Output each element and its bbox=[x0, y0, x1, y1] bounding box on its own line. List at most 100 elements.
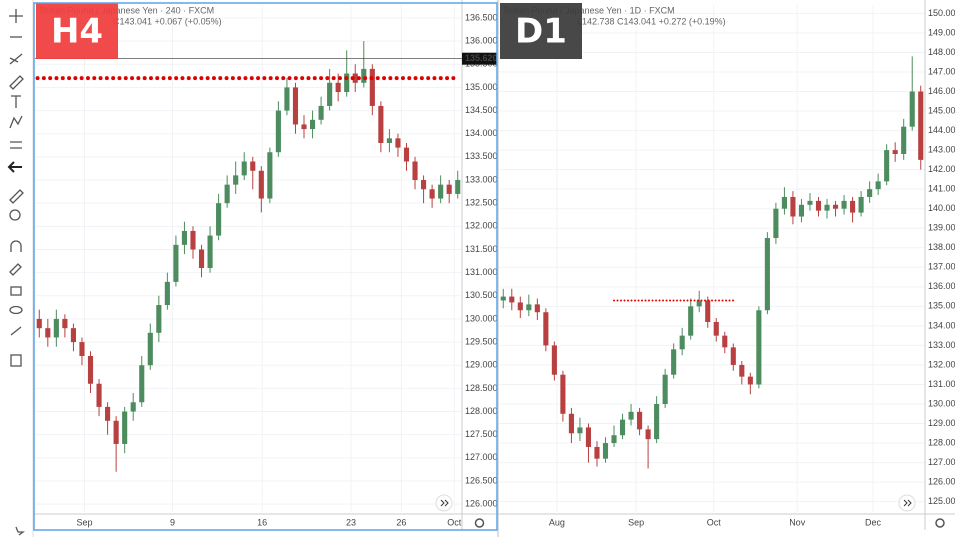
panels: 126.000 126.500 127.000 127.500 128.000 128.5… bbox=[33, 0, 955, 537]
y-tick-label: 128.00 bbox=[928, 437, 955, 447]
candle-body bbox=[585, 427, 592, 447]
visibility-tool[interactable] bbox=[9, 305, 23, 315]
y-tick-label: 136.00 bbox=[928, 281, 955, 291]
y-tick-label: 126.500 bbox=[465, 475, 498, 485]
y-tick-label: 134.500 bbox=[465, 105, 498, 115]
text-tool[interactable] bbox=[11, 95, 21, 108]
toolbar bbox=[0, 0, 34, 537]
y-tick-label: 141.00 bbox=[928, 184, 955, 194]
candle-body bbox=[395, 138, 401, 148]
zoom-tool[interactable] bbox=[9, 209, 21, 221]
y-tick-label: 140.00 bbox=[928, 203, 955, 213]
x-tick-label: Nov bbox=[789, 517, 806, 527]
candle-body bbox=[216, 203, 222, 236]
symbol-header: British Pound / Japanese Yen · 240 · FXC… bbox=[40, 5, 214, 15]
y-tick-label: 133.500 bbox=[465, 151, 498, 161]
candle-body bbox=[628, 411, 634, 420]
candle-body bbox=[892, 150, 898, 155]
candle-body bbox=[438, 184, 444, 199]
candle-body bbox=[79, 342, 85, 356]
candle-body bbox=[207, 235, 213, 268]
y-tick-label: 131.500 bbox=[465, 244, 498, 254]
link-tool[interactable] bbox=[10, 326, 22, 336]
candle-body bbox=[577, 427, 583, 434]
x-tick-label: Sep bbox=[628, 517, 644, 527]
price-label: 135.620 bbox=[465, 53, 498, 63]
brush-tool[interactable] bbox=[9, 75, 24, 90]
y-tick-label: 132.000 bbox=[465, 221, 498, 231]
y-tick-label: 130.00 bbox=[928, 398, 955, 408]
candle-body bbox=[403, 147, 410, 162]
y-tick-label: 143.00 bbox=[928, 144, 955, 154]
x-tick-label: 16 bbox=[257, 517, 267, 527]
candle-body bbox=[730, 347, 736, 365]
y-tick-label: 150.00 bbox=[928, 8, 955, 18]
crosshair-tool[interactable] bbox=[9, 9, 23, 23]
x-tick-label: 23 bbox=[346, 517, 356, 527]
settings-gear bbox=[474, 518, 485, 528]
candle-body bbox=[267, 152, 273, 199]
candle-body bbox=[53, 318, 59, 338]
y-tick-label: 128.000 bbox=[465, 406, 498, 416]
y-tick-label: 132.00 bbox=[928, 359, 955, 369]
symbol-header: British Pound / Japanese Yen · 1D · FXCM bbox=[504, 5, 675, 15]
y-tick-label: 129.000 bbox=[465, 360, 498, 370]
candle-body bbox=[909, 91, 915, 127]
favorite-tool[interactable] bbox=[15, 526, 25, 536]
candle-body bbox=[671, 349, 677, 375]
candle-body bbox=[173, 244, 179, 282]
candle-body bbox=[147, 332, 153, 366]
forecast-tool[interactable] bbox=[10, 141, 22, 149]
y-tick-label: 135.000 bbox=[465, 82, 498, 92]
candle-body bbox=[429, 189, 435, 199]
pattern-tool[interactable] bbox=[9, 115, 23, 129]
timeframe-badge-bg bbox=[500, 3, 582, 59]
candle-body bbox=[70, 328, 76, 343]
candle-body bbox=[62, 318, 68, 329]
y-tick-label: 131.00 bbox=[928, 379, 955, 389]
back-tool[interactable] bbox=[7, 161, 22, 173]
candle-body bbox=[526, 304, 532, 311]
x-tick-label: 9 bbox=[170, 517, 175, 527]
toolbar-bg bbox=[0, 0, 33, 537]
candle-body bbox=[551, 345, 557, 375]
y-tick-label: 133.00 bbox=[928, 340, 955, 350]
y-tick-label: 146.00 bbox=[928, 86, 955, 96]
drawing-mode-tool[interactable] bbox=[9, 263, 22, 276]
candle-body bbox=[645, 429, 651, 440]
candle-body bbox=[815, 200, 822, 211]
x-tick-label: 26 bbox=[396, 517, 406, 527]
candle-body bbox=[130, 402, 136, 412]
y-tick-label: 128.500 bbox=[465, 383, 498, 393]
x-tick-label: Aug bbox=[549, 517, 565, 527]
candle-body bbox=[509, 296, 515, 303]
candle-body bbox=[233, 175, 239, 185]
candle-body bbox=[790, 196, 796, 217]
candle-body bbox=[534, 304, 540, 313]
ruler-tool[interactable] bbox=[9, 189, 24, 204]
candle-body bbox=[918, 91, 924, 160]
lock-tool[interactable] bbox=[10, 286, 22, 296]
candle-body bbox=[421, 180, 427, 190]
trash-tool[interactable] bbox=[10, 354, 22, 367]
candle-body bbox=[654, 403, 660, 440]
y-tick-label: 130.000 bbox=[465, 313, 498, 323]
candle-body bbox=[412, 161, 418, 181]
candle-body bbox=[224, 184, 230, 204]
y-tick-label: 129.500 bbox=[465, 336, 498, 346]
magnet-tool[interactable] bbox=[10, 240, 22, 252]
candle-body bbox=[250, 161, 256, 171]
price-label-bg bbox=[462, 52, 497, 65]
candle-body bbox=[327, 82, 333, 106]
candle-body bbox=[284, 87, 290, 111]
candle-body bbox=[756, 310, 762, 385]
y-tick-label: 147.00 bbox=[928, 66, 955, 76]
candle-body bbox=[156, 305, 162, 333]
candle-body bbox=[841, 200, 847, 209]
candle-body bbox=[517, 302, 523, 311]
candle-body bbox=[275, 110, 281, 153]
fib-tool[interactable] bbox=[9, 53, 23, 65]
candle-body bbox=[739, 364, 745, 377]
